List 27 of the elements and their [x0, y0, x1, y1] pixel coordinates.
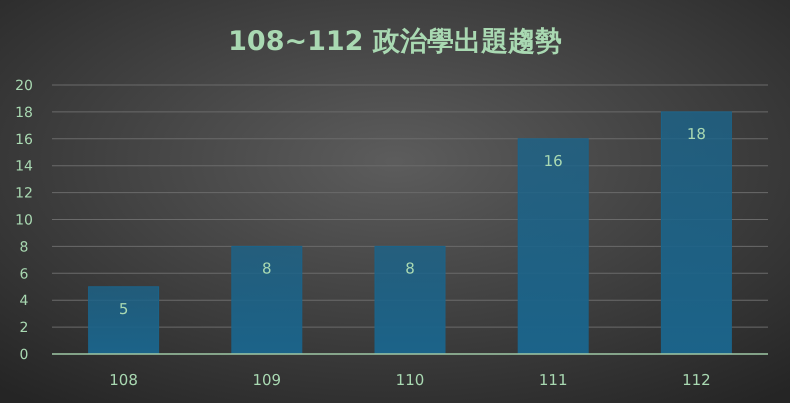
data-label: 18	[686, 124, 706, 143]
y-tick-label: 8	[20, 239, 28, 256]
x-tick-label: 112	[682, 371, 711, 389]
x-tick-label: 110	[396, 371, 424, 389]
y-tick-label: 12	[15, 186, 33, 202]
data-label: 16	[544, 152, 563, 170]
bar	[231, 246, 302, 354]
y-tick-label: 4	[20, 293, 29, 310]
data-label: 8	[405, 259, 415, 278]
y-tick-label: 18	[15, 104, 33, 121]
x-tick-label: 109	[252, 371, 282, 389]
y-tick-label: 16	[15, 132, 33, 148]
y-tick-label: 14	[15, 158, 33, 175]
data-label: 8	[262, 259, 272, 278]
bar	[374, 246, 446, 354]
bar	[660, 111, 732, 354]
y-tick-label: 0	[20, 347, 28, 363]
x-tick-label: 108	[109, 371, 138, 389]
y-tick-label: 20	[15, 78, 33, 94]
chart-title: 108~112 政治學出題趨勢	[228, 26, 562, 57]
bar	[88, 286, 160, 354]
bar	[518, 138, 589, 354]
y-tick-label: 2	[20, 320, 28, 336]
y-tick-label: 10	[15, 212, 33, 228]
x-tick-label: 111	[538, 371, 568, 389]
data-label: 5	[118, 300, 128, 318]
y-tick-label: 6	[20, 266, 29, 282]
